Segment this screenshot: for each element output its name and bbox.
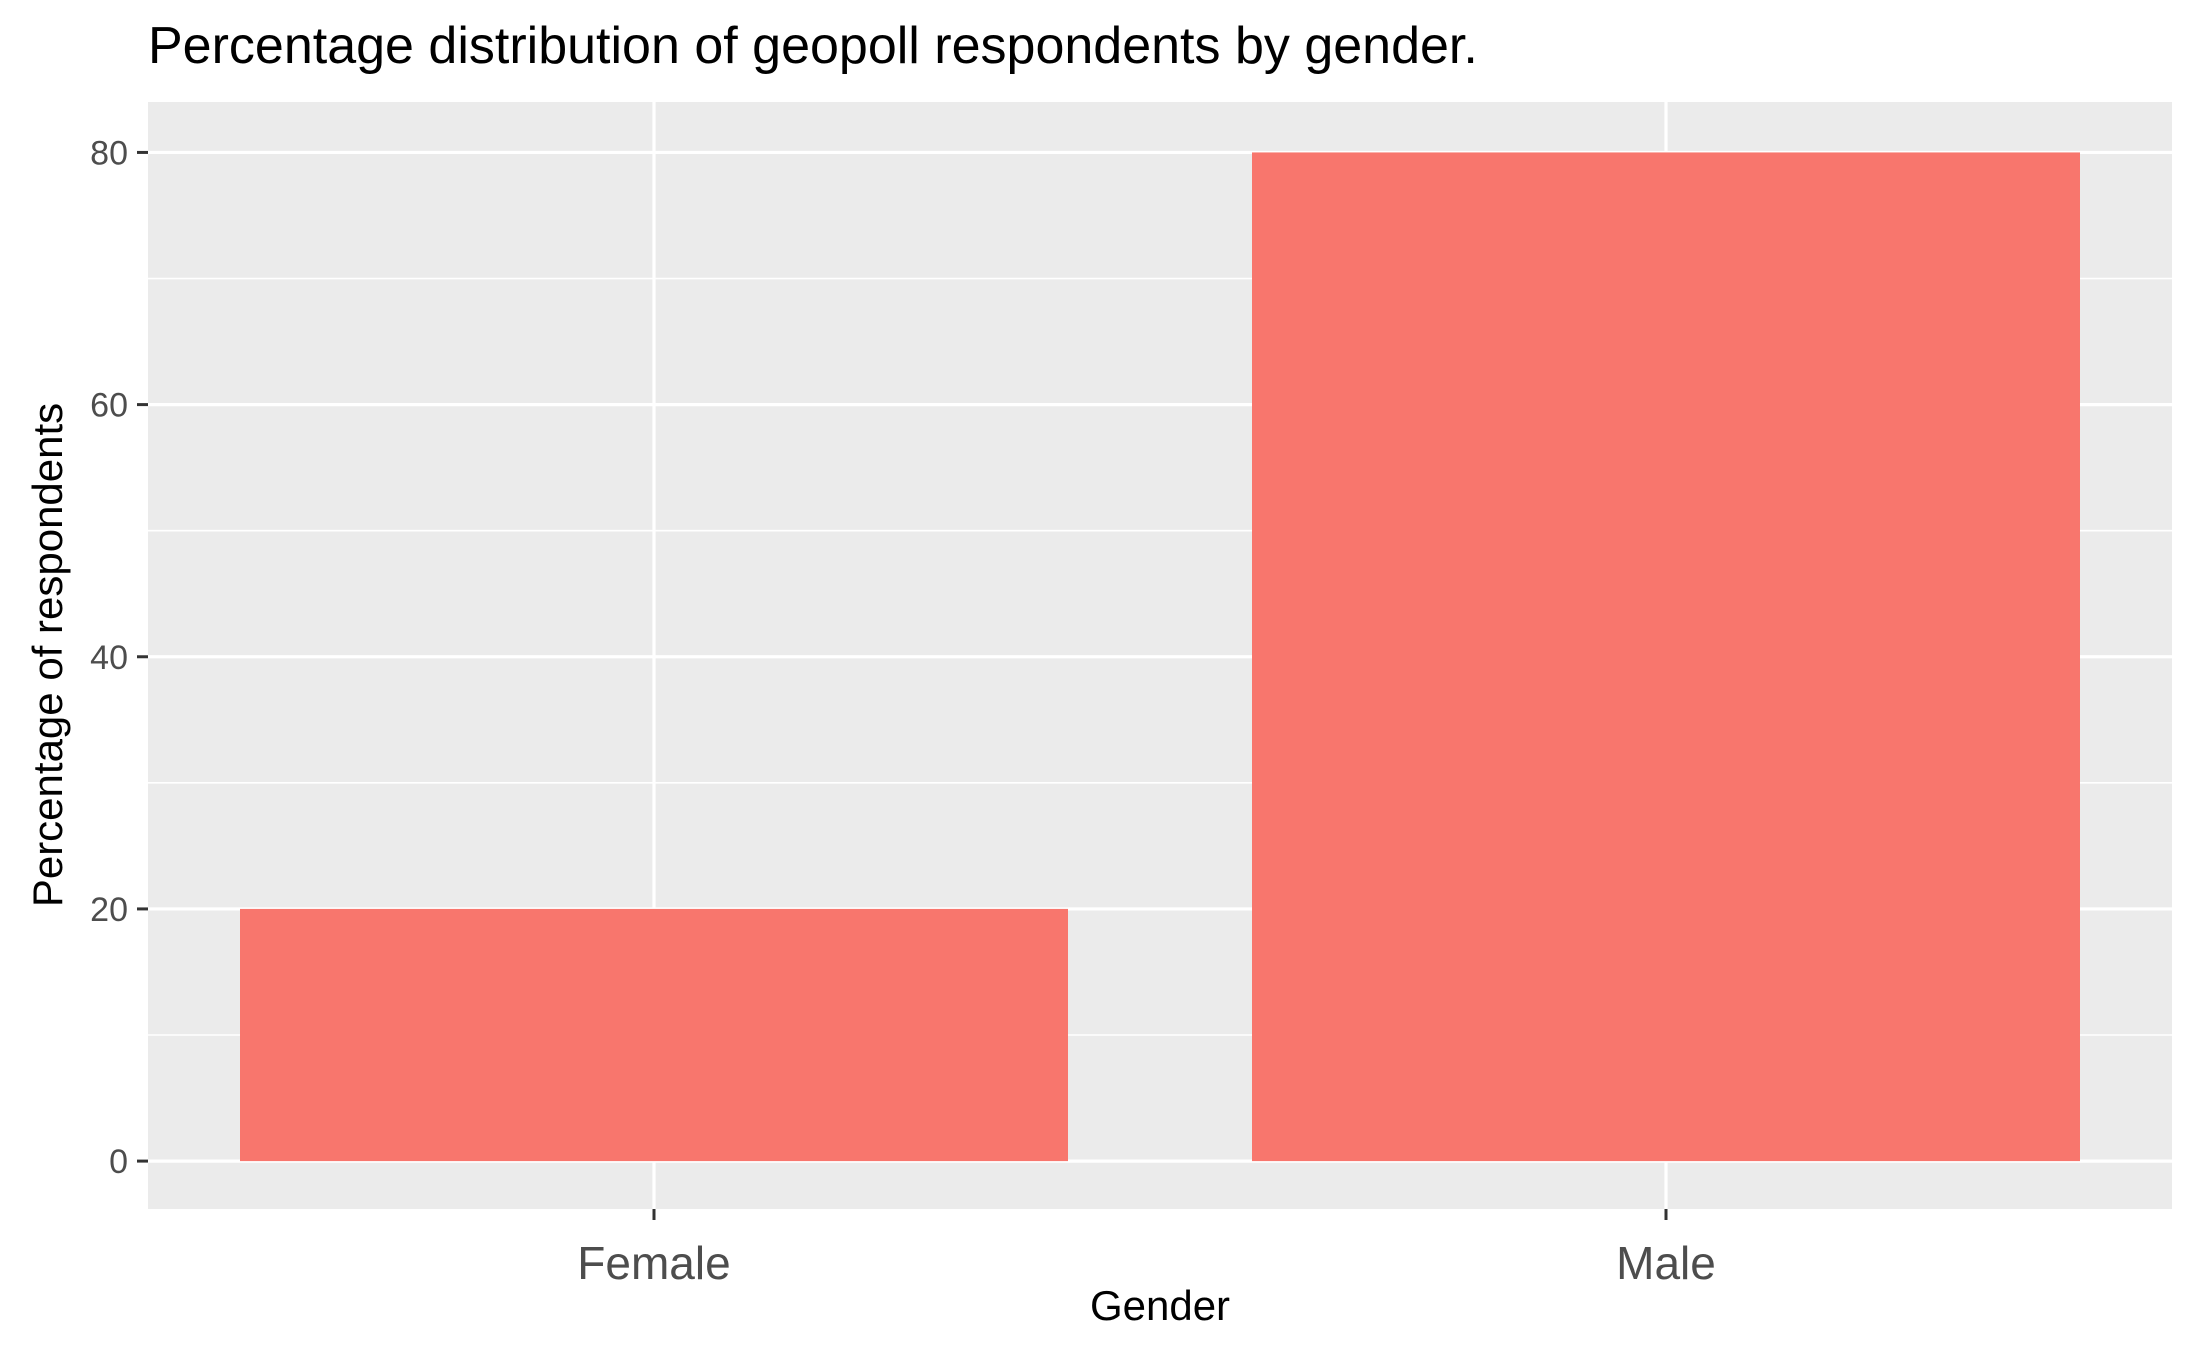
chart-title: Percentage distribution of geopoll respo… <box>148 17 1478 75</box>
x-axis-title: Gender <box>1090 1282 1230 1329</box>
y-tick-label: 20 <box>90 891 128 929</box>
x-tick-label: Male <box>1616 1237 1716 1289</box>
y-axis: 0 20 40 60 80 <box>90 134 148 1181</box>
y-tick-label: 80 <box>90 134 128 172</box>
x-axis: Female Male <box>577 1209 1716 1289</box>
y-tick-label: 0 <box>109 1143 128 1181</box>
y-tick-label: 40 <box>90 639 128 677</box>
bars <box>240 152 2080 1162</box>
bar-male <box>1252 152 2080 1162</box>
bar-female <box>240 908 1068 1162</box>
x-tick-label: Female <box>577 1237 730 1289</box>
y-axis-title: Percentage of respondents <box>24 403 71 907</box>
y-tick-label: 60 <box>90 387 128 425</box>
